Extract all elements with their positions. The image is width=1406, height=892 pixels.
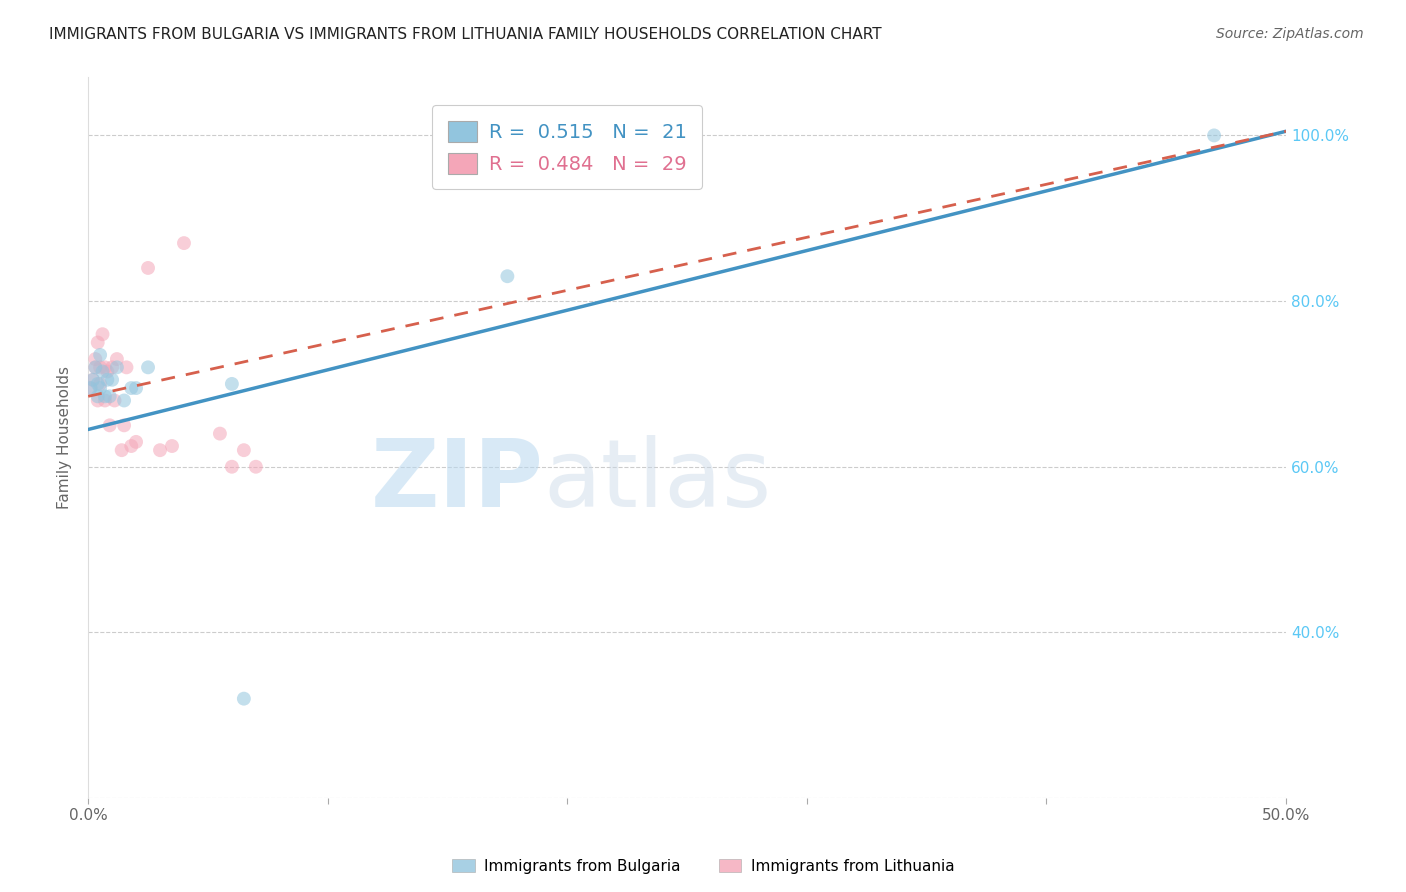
Y-axis label: Family Households: Family Households (58, 367, 72, 509)
Point (84, 352, 107, 367)
Point (89, 348, 111, 362)
Point (94, 360, 117, 375)
Point (79, 381, 101, 395)
Point (125, 434, 148, 449)
Point (120, 439, 142, 453)
Point (173, 236, 195, 251)
Point (98, 389, 121, 403)
Point (105, 352, 128, 367)
Point (87, 393, 110, 408)
Point (87, 389, 110, 403)
Point (91, 364, 114, 378)
Point (84, 360, 107, 375)
Text: IMMIGRANTS FROM BULGARIA VS IMMIGRANTS FROM LITHUANIA FAMILY HOUSEHOLDS CORRELAT: IMMIGRANTS FROM BULGARIA VS IMMIGRANTS F… (49, 27, 882, 42)
Point (221, 459, 243, 474)
Point (89, 376, 111, 391)
Point (82, 373, 104, 387)
Point (105, 360, 128, 375)
Point (84, 360, 107, 375)
Point (1204, 128, 1226, 143)
Point (101, 360, 124, 375)
Point (160, 439, 183, 453)
Point (136, 260, 159, 275)
Text: Source: ZipAtlas.com: Source: ZipAtlas.com (1216, 27, 1364, 41)
Point (87, 335, 110, 350)
Point (136, 360, 159, 375)
Point (149, 443, 172, 458)
Point (125, 381, 148, 395)
Point (208, 426, 231, 441)
Point (120, 381, 142, 395)
Point (232, 691, 254, 706)
Point (94, 393, 117, 408)
Point (101, 373, 124, 387)
Point (111, 443, 134, 458)
Point (94, 389, 117, 403)
Point (96, 364, 118, 378)
Point (496, 269, 519, 284)
Point (232, 443, 254, 458)
Text: ZIP: ZIP (370, 435, 543, 527)
Point (98, 418, 121, 433)
Point (79, 381, 101, 395)
Legend: Immigrants from Bulgaria, Immigrants from Lithuania: Immigrants from Bulgaria, Immigrants fro… (446, 853, 960, 880)
Point (245, 459, 267, 474)
Point (96, 373, 118, 387)
Point (221, 376, 243, 391)
Point (89, 381, 111, 395)
Legend: R =  0.515   N =  21, R =  0.484   N =  29: R = 0.515 N = 21, R = 0.484 N = 29 (433, 105, 702, 189)
Point (87, 376, 110, 391)
Point (91, 327, 114, 342)
Text: atlas: atlas (543, 435, 772, 527)
Point (115, 360, 138, 375)
Point (103, 393, 125, 408)
Point (112, 418, 135, 433)
Point (82, 373, 104, 387)
Point (89, 360, 111, 375)
Point (112, 393, 135, 408)
